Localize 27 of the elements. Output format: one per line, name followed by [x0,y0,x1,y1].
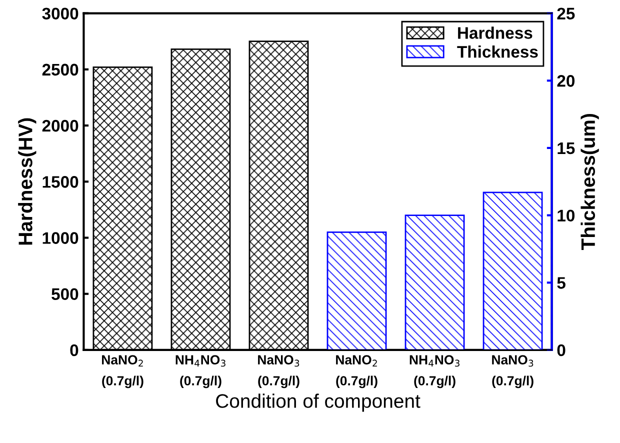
y-tick-label: 2500 [42,64,78,76]
x-tick-label: NH$_{4}$NO$_{3}$ (0.7g/l) [176,355,226,388]
legend-label: Thickness [457,45,538,58]
y-tick-label: 2000 [42,120,78,132]
y2-tick-label: 20 [557,75,575,87]
y-tick-label: 1000 [42,232,78,244]
y2-axis-title: Thickness(um) [580,114,599,250]
x-tick-label: NaNO$_{3}$ (0.7g/l) [492,355,534,388]
x-axis-title: Condition of component [216,394,420,412]
x-tick-label: NaNO$_{2}$ (0.7g/l) [336,355,378,388]
x-tick-label: NH$_{4}$NO$_{3}$ (0.7g/l) [410,355,460,388]
y-tick-label: 3000 [42,8,78,20]
y2-tick-label: 0 [557,344,566,356]
x-tick-label: NaNO$_{2}$ (0.7g/l) [102,355,144,388]
x-tick-label: NaNO$_{3}$ (0.7g/l) [258,355,300,388]
bar [404,214,465,350]
y-tick-label: 0 [70,344,78,356]
y-tick-label: 1500 [42,176,78,188]
y2-tick-label: 5 [557,277,566,289]
y2-tick-label: 15 [558,142,575,154]
bar [482,192,543,350]
y-axis-title: Hardness(HV) [18,118,36,245]
y2-tick-label: 10 [558,210,575,222]
bar [326,231,387,350]
y-tick-label: 500 [52,288,78,300]
legend-label: Hardness [458,26,532,39]
y2-tick-label: 25 [557,8,575,20]
